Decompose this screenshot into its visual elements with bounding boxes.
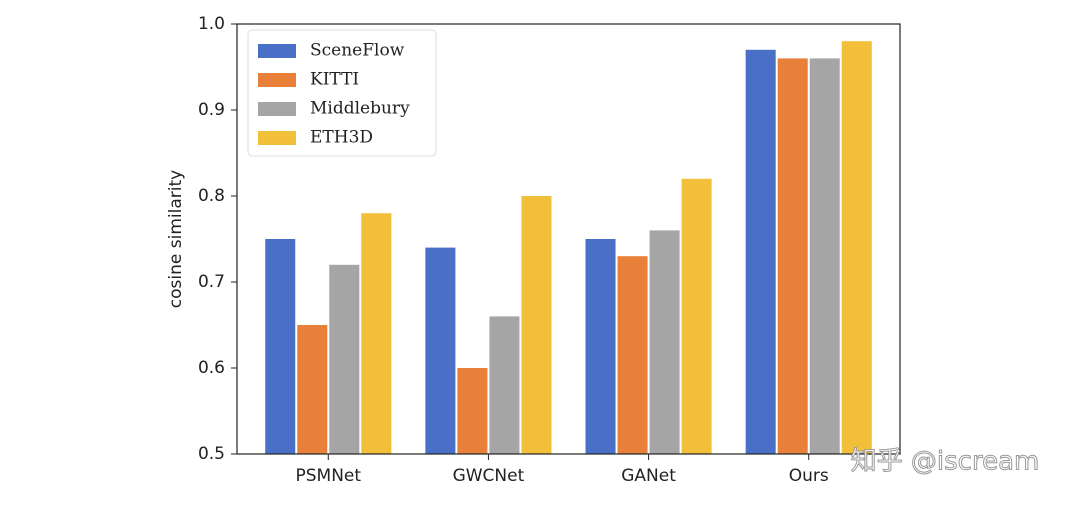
legend-swatch <box>258 44 296 58</box>
legend-swatch <box>258 73 296 87</box>
legend-box <box>247 29 437 157</box>
legend-swatch <box>258 102 296 116</box>
bar <box>265 239 296 454</box>
bar <box>777 58 808 455</box>
bar <box>425 247 456 454</box>
bar <box>617 256 648 454</box>
bar <box>361 213 392 454</box>
x-tick-label: GANet <box>621 466 676 486</box>
y-tick-label: 0.6 <box>198 358 225 378</box>
legend-swatch <box>258 131 296 145</box>
bar <box>489 316 520 454</box>
watermark: 知乎 @iscream <box>851 447 1040 477</box>
x-tick-label: GWCNet <box>453 466 525 486</box>
legend: SceneFlow KITTI Middlebury ETH3D <box>247 29 437 157</box>
bar <box>745 49 776 455</box>
x-tick-label: PSMNet <box>296 466 362 486</box>
y-tick-label: 0.7 <box>198 272 225 292</box>
bar <box>649 230 680 454</box>
bar <box>585 239 616 454</box>
legend-label: KITTI <box>310 70 359 90</box>
y-tick-label: 0.5 <box>198 444 225 464</box>
bar <box>841 41 872 454</box>
bar <box>521 196 552 454</box>
y-axis-label: cosine similarity <box>166 170 186 308</box>
bar <box>681 178 712 455</box>
legend-label: SceneFlow <box>310 41 405 61</box>
bar <box>457 368 488 454</box>
y-tick-label: 0.9 <box>198 100 225 120</box>
plot-frame <box>236 23 901 455</box>
bar <box>809 58 840 455</box>
x-tick-label: Ours <box>789 466 829 486</box>
y-tick-label: 0.8 <box>198 186 225 206</box>
bar <box>297 325 328 454</box>
bar <box>329 264 360 454</box>
y-tick-label: 1.0 <box>198 14 225 34</box>
legend-label: ETH3D <box>310 128 373 148</box>
legend-label: Middlebury <box>310 99 410 119</box>
